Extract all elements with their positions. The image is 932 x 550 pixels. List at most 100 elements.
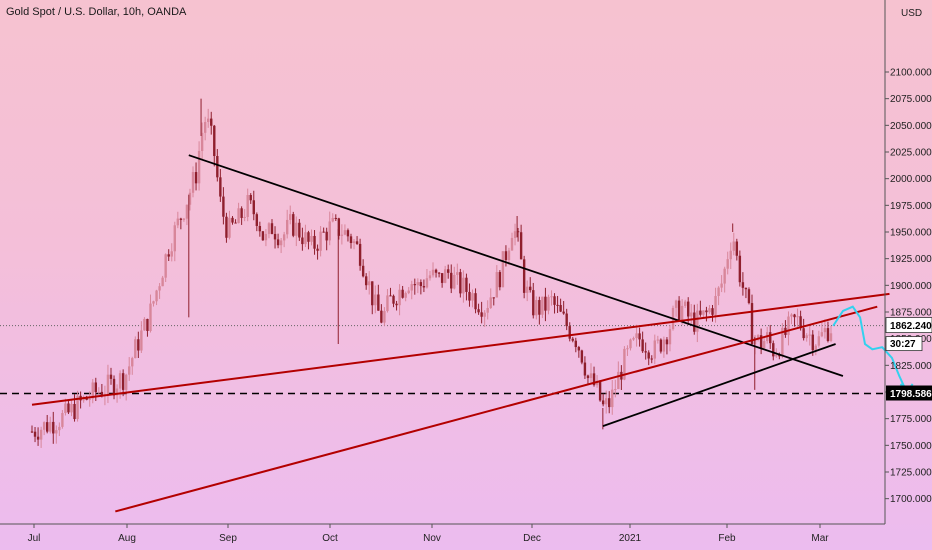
candle-body — [55, 430, 58, 434]
candle-body — [535, 300, 538, 316]
candle-body — [750, 303, 754, 345]
candle-body — [498, 272, 502, 288]
candle-body — [629, 339, 632, 349]
candle-body — [723, 268, 726, 284]
candle-body — [416, 282, 420, 286]
candle-body — [176, 218, 180, 226]
candle-body — [33, 431, 37, 437]
candle-body — [155, 290, 158, 302]
candle-body — [769, 332, 772, 344]
candle-body — [228, 217, 231, 238]
candle-body — [571, 338, 574, 341]
candle-body — [401, 289, 404, 298]
candle-body — [76, 395, 79, 420]
candle-body — [197, 150, 201, 184]
candle-body — [820, 332, 824, 337]
candle-body — [690, 312, 693, 317]
candle-body — [67, 403, 70, 413]
candle-body — [759, 335, 763, 349]
candle-body — [635, 333, 638, 339]
candle-body — [623, 348, 626, 380]
candle-body — [97, 391, 101, 393]
candle-body — [331, 217, 334, 222]
candle-body — [334, 217, 337, 219]
candle-body — [170, 251, 173, 257]
candle-body — [73, 403, 76, 420]
candle-body — [772, 343, 775, 357]
candle-body — [683, 301, 687, 306]
candle-body — [371, 281, 374, 306]
candle-body — [565, 313, 568, 327]
candle-body — [115, 388, 119, 396]
candle-body — [143, 318, 146, 331]
candle-body — [328, 221, 331, 241]
trendline-1 — [602, 343, 836, 427]
candle-body — [310, 235, 313, 242]
candle-body — [495, 272, 499, 298]
candle-body — [234, 222, 237, 224]
candle-body — [598, 380, 602, 401]
candle-body — [52, 421, 55, 434]
candle-body — [319, 231, 322, 251]
candle-body — [222, 196, 225, 217]
candle-body — [823, 328, 827, 333]
candle-body — [711, 308, 714, 315]
candle-body — [45, 422, 49, 432]
candle-body — [343, 230, 347, 235]
countdown-value: 30:27 — [890, 339, 916, 350]
candle-body — [699, 310, 702, 315]
candle-body — [656, 339, 660, 341]
candle-body — [203, 122, 207, 133]
candle-body — [665, 339, 669, 345]
candle-body — [140, 330, 143, 351]
candle-body — [270, 223, 274, 234]
candle-body — [450, 272, 453, 289]
candle-body — [355, 241, 359, 244]
candle-body — [617, 371, 620, 390]
candle-body — [313, 235, 316, 249]
candle-body — [793, 314, 796, 318]
candle-body — [164, 254, 167, 278]
candle-body — [668, 329, 672, 345]
candle-body — [462, 277, 465, 294]
candle-body — [787, 316, 790, 335]
candle-body — [61, 413, 64, 427]
candle-body — [207, 118, 210, 123]
price-tick-label: 1925.000 — [890, 254, 932, 265]
candle-body — [237, 208, 240, 224]
candle-body — [729, 250, 732, 260]
candle-body — [677, 300, 681, 321]
candle-body — [714, 295, 717, 315]
candles — [30, 98, 833, 448]
candle-body — [109, 374, 113, 379]
candle-body — [358, 243, 362, 266]
candle-body — [137, 339, 140, 351]
candle-body — [255, 214, 259, 226]
trendline-3 — [115, 305, 878, 513]
candle-body — [440, 273, 444, 283]
candle-body — [583, 362, 587, 376]
candle-body — [30, 431, 34, 433]
candle-body — [586, 375, 590, 379]
candle-body — [443, 269, 447, 283]
candle-body — [431, 269, 435, 276]
candle-body — [58, 426, 61, 431]
candle-body — [653, 340, 656, 359]
candle-body — [538, 300, 541, 315]
candle-body — [216, 156, 219, 178]
time-tick-label: Sep — [219, 533, 237, 544]
candle-body — [447, 269, 450, 273]
candle-body — [471, 293, 474, 301]
candle-body — [182, 218, 186, 220]
candle-body — [298, 222, 301, 238]
candle-body — [550, 296, 553, 298]
candle-body — [273, 233, 277, 240]
candle-body — [720, 283, 723, 288]
candle-body — [577, 347, 581, 351]
candle-body — [413, 284, 416, 286]
candle-body — [349, 236, 353, 244]
candle-body — [124, 374, 128, 390]
price-tick-label: 1775.000 — [890, 414, 932, 425]
candle-body — [340, 234, 344, 236]
